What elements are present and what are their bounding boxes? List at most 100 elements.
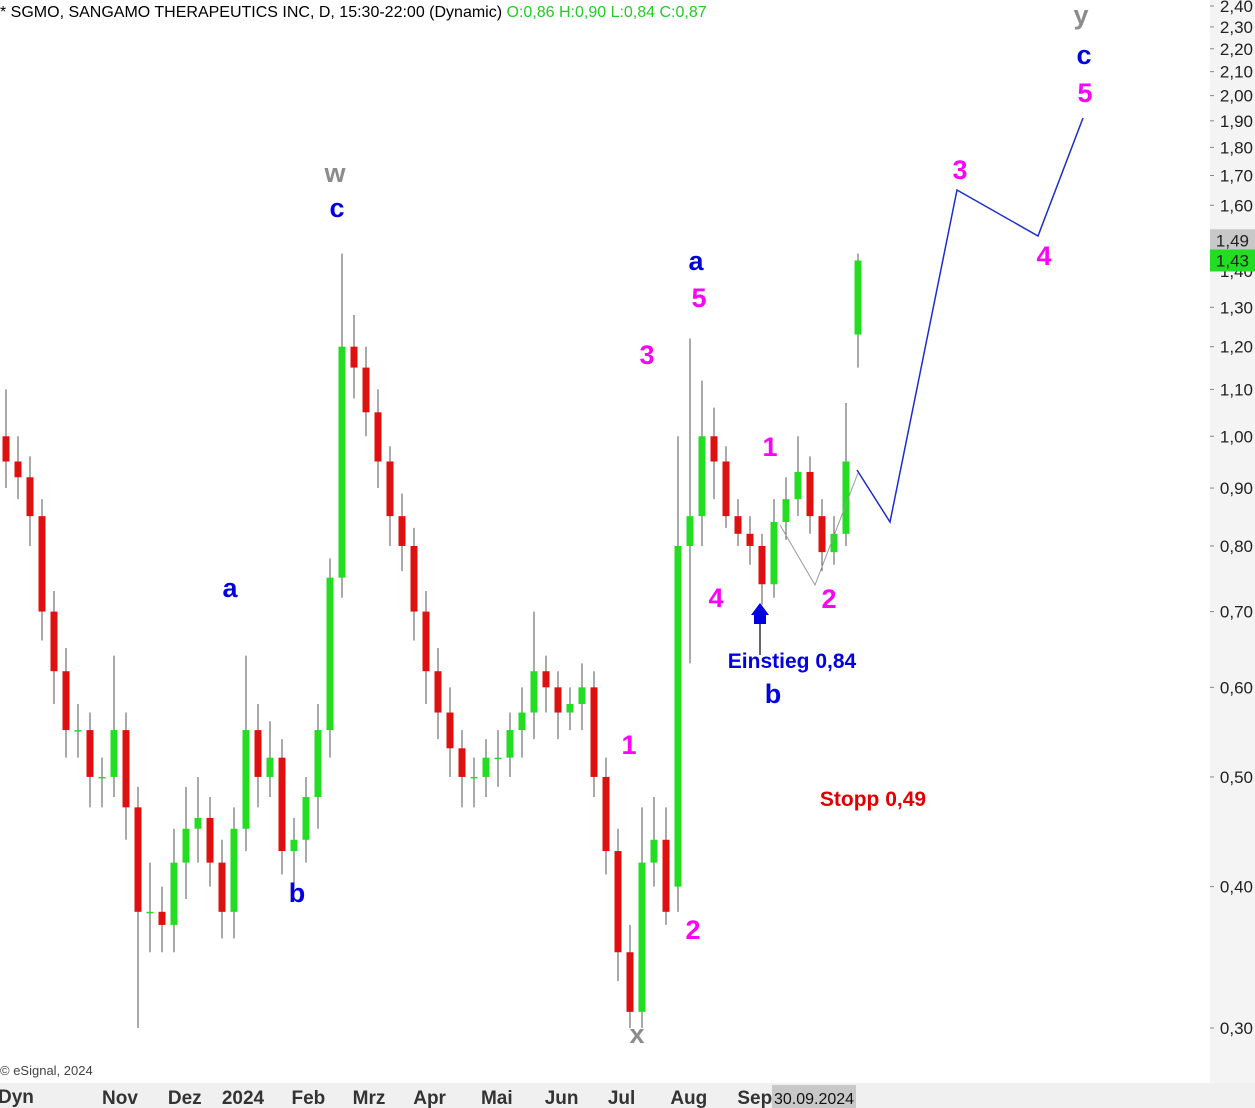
wave-label: a (222, 573, 238, 603)
candle-body (722, 461, 730, 517)
time-axis-panel (0, 1083, 1255, 1108)
candle-body (770, 521, 778, 585)
candle-body (530, 671, 538, 713)
candle-body (194, 817, 202, 829)
candle-body (122, 730, 130, 808)
y-tick-label: 0,80 (1220, 537, 1253, 556)
candle-body (698, 436, 706, 517)
candle-body (566, 703, 574, 713)
candle-body (710, 436, 718, 462)
wave-label: a (688, 246, 704, 276)
candle-body (314, 730, 322, 798)
candle-body (26, 477, 34, 517)
candle-body (182, 828, 190, 863)
copyright: © eSignal, 2024 (0, 1063, 93, 1078)
y-tick-label: 1,90 (1220, 112, 1253, 131)
x-tick-label: Nov (102, 1088, 138, 1108)
y-tick-label: 1,20 (1220, 338, 1253, 357)
candle-body (638, 862, 646, 1012)
price-marker-label: 1,49 (1216, 231, 1249, 250)
title: * SGMO, SANGAMO THERAPEUTICS INC, D, 15:… (0, 4, 707, 21)
candle-body (842, 461, 850, 534)
candle-body (674, 545, 682, 887)
x-tick-label: Aug (670, 1088, 707, 1108)
candle-body (506, 730, 514, 758)
x-tick-label: Mrz (353, 1088, 386, 1108)
candle-body (446, 712, 454, 749)
wave-label: Stopp 0,49 (820, 788, 926, 811)
wave-label: 1 (762, 432, 777, 462)
arrow-body (754, 614, 766, 624)
wave-label: 1 (621, 730, 636, 760)
x-tick-label: 2024 (222, 1088, 265, 1108)
candle-body (38, 516, 46, 612)
candle-body (386, 461, 394, 517)
y-tick-label: 0,30 (1220, 1019, 1253, 1038)
candle-body (290, 839, 298, 852)
x-tick-label: Feb (292, 1088, 326, 1108)
y-tick-label: 2,10 (1220, 63, 1253, 82)
candle-body (134, 807, 142, 912)
y-tick-label: 2,20 (1220, 40, 1253, 59)
title-text: * SGMO, SANGAMO THERAPEUTICS INC, D, 15:… (0, 4, 502, 21)
candle-body (650, 839, 658, 863)
x-tick-label: Jun (545, 1088, 579, 1108)
candle-body (62, 671, 70, 731)
wave-label: 5 (691, 283, 706, 313)
candle-body (806, 471, 814, 517)
y-tick-label: 0,50 (1220, 768, 1253, 787)
candles (2, 253, 862, 1028)
candle-body (746, 533, 754, 546)
wave-label: y (1073, 0, 1088, 30)
price-axis-panel (1210, 0, 1255, 1083)
candle-body (854, 260, 862, 335)
candle-body (422, 611, 430, 672)
price-marker (1210, 249, 1255, 272)
left-label: Dyn (0, 1087, 34, 1108)
y-tick-label: 2,40 (1220, 0, 1253, 16)
candle-body (302, 797, 310, 840)
x-tick-label: Sep (737, 1088, 772, 1108)
candle-body (818, 516, 826, 553)
candle-body (374, 412, 382, 462)
y-tick-label: 1,60 (1220, 196, 1253, 215)
wave-label: Einstieg 0,84 (728, 650, 857, 673)
candle-body (662, 839, 670, 912)
candle-body (470, 776, 478, 779)
y-tick-label: 1,00 (1220, 427, 1253, 446)
wave-label: 5 (1077, 78, 1092, 108)
wave-label: w (323, 158, 346, 188)
candle-body (254, 730, 262, 777)
candle-body (338, 346, 346, 578)
y-tick-label: 0,60 (1220, 678, 1253, 697)
candle-body (98, 776, 106, 779)
candle-body (2, 436, 10, 462)
candle-body (578, 687, 586, 704)
candle-body (14, 461, 22, 478)
wave-label: 4 (1036, 241, 1051, 271)
price-marker-label: 1,43 (1216, 251, 1249, 270)
y-tick-label: 1,10 (1220, 380, 1253, 399)
y-tick-label: 0,40 (1220, 878, 1253, 897)
wave-label: c (329, 193, 344, 223)
x-tick-label: Mai (481, 1088, 513, 1108)
y-tick-label: 0,90 (1220, 479, 1253, 498)
wave-label: x (629, 1019, 644, 1049)
y-tick-label: 1,70 (1220, 166, 1253, 185)
candle-body (266, 757, 274, 777)
candle-body (626, 952, 634, 1012)
candle-body (230, 828, 238, 912)
date-box-text: 30.09.2024 (774, 1091, 854, 1108)
candle-body (350, 346, 358, 368)
candle-body (206, 817, 214, 863)
arrow-head (751, 603, 769, 615)
gray-wave-line (779, 472, 859, 587)
candle-body (218, 862, 226, 912)
y-tick-label: 1,30 (1220, 298, 1253, 317)
candle-body (398, 516, 406, 546)
candle-body (158, 911, 166, 925)
candle-body (242, 730, 250, 829)
candle-body (542, 671, 550, 688)
candle-body (326, 577, 334, 731)
